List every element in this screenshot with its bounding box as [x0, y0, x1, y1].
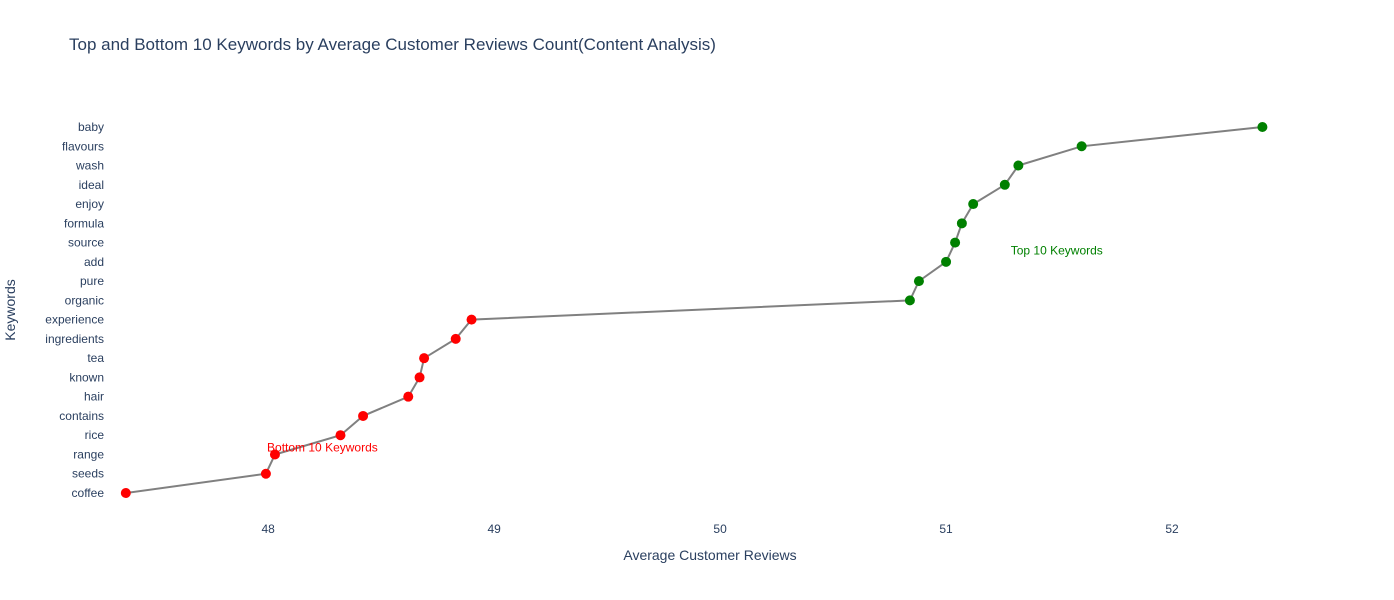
x-tick-label-52: 52	[1165, 522, 1179, 536]
annotation-label: Bottom 10 Keywords	[267, 441, 378, 455]
y-tick-label-hair: hair	[84, 390, 104, 404]
y-tick-label-add: add	[84, 255, 104, 269]
x-tick-label-49: 49	[487, 522, 501, 536]
y-tick-label-source: source	[68, 236, 104, 250]
y-tick-label-experience: experience	[45, 313, 104, 327]
y-tick-label-organic: organic	[65, 293, 104, 307]
point-range	[269, 449, 280, 460]
y-tick-label-seeds: seeds	[72, 467, 104, 481]
y-tick-label-flavours: flavours	[62, 139, 104, 153]
x-axis-tick-labels: 48 49 50 51 52	[261, 522, 1179, 536]
point-enjoy	[968, 199, 979, 210]
x-axis-title: Average Customer Reviews	[623, 547, 796, 563]
point-coffee	[120, 488, 131, 498]
y-tick-label-tea: tea	[87, 351, 104, 365]
point-formula	[956, 218, 967, 229]
y-tick-label-range: range	[73, 447, 104, 461]
series-line	[125, 126, 1263, 494]
y-tick-label-ideal: ideal	[79, 178, 104, 192]
keyword-line	[125, 126, 1263, 494]
y-tick-label-formula: formula	[64, 216, 104, 230]
point-known	[414, 372, 425, 383]
point-baby	[1257, 122, 1268, 132]
annotation-label: Top 10 Keywords	[1011, 243, 1103, 257]
y-tick-label-ingredients: ingredients	[45, 332, 104, 346]
point-wash	[1013, 160, 1024, 171]
y-tick-label-enjoy: enjoy	[75, 197, 104, 211]
point-add	[941, 256, 952, 267]
point-seeds	[260, 468, 271, 479]
point-rice	[335, 430, 346, 441]
point-contains	[358, 410, 369, 421]
chart-title: Top and Bottom 10 Keywords by Average Cu…	[69, 35, 716, 54]
point-flavours	[1076, 141, 1087, 152]
y-tick-label-baby: baby	[78, 120, 104, 134]
point-source	[950, 237, 961, 248]
y-axis-tick-labels: coffee seeds range rice contains hair known tea…	[45, 120, 104, 500]
y-tick-label-known: known	[69, 370, 104, 384]
y-tick-label-coffee: coffee	[72, 486, 105, 500]
y-tick-label-pure: pure	[80, 274, 104, 288]
data-points	[120, 122, 1268, 498]
annotations: Bottom 10 Keywords Top 10 Keywords	[267, 243, 1103, 454]
point-hair	[403, 391, 414, 402]
point-experience	[466, 314, 477, 325]
y-axis-title: Keywords	[2, 279, 18, 340]
x-tick-label-51: 51	[939, 522, 953, 536]
y-tick-label-contains: contains	[59, 409, 104, 423]
point-ingredients	[450, 333, 461, 344]
y-tick-label-rice: rice	[85, 428, 105, 442]
point-pure	[913, 276, 924, 287]
point-ideal	[999, 179, 1010, 190]
point-organic	[904, 295, 915, 306]
x-tick-label-50: 50	[713, 522, 727, 536]
y-tick-label-wash: wash	[75, 159, 104, 173]
x-tick-label-48: 48	[261, 522, 275, 536]
point-tea	[419, 353, 430, 364]
